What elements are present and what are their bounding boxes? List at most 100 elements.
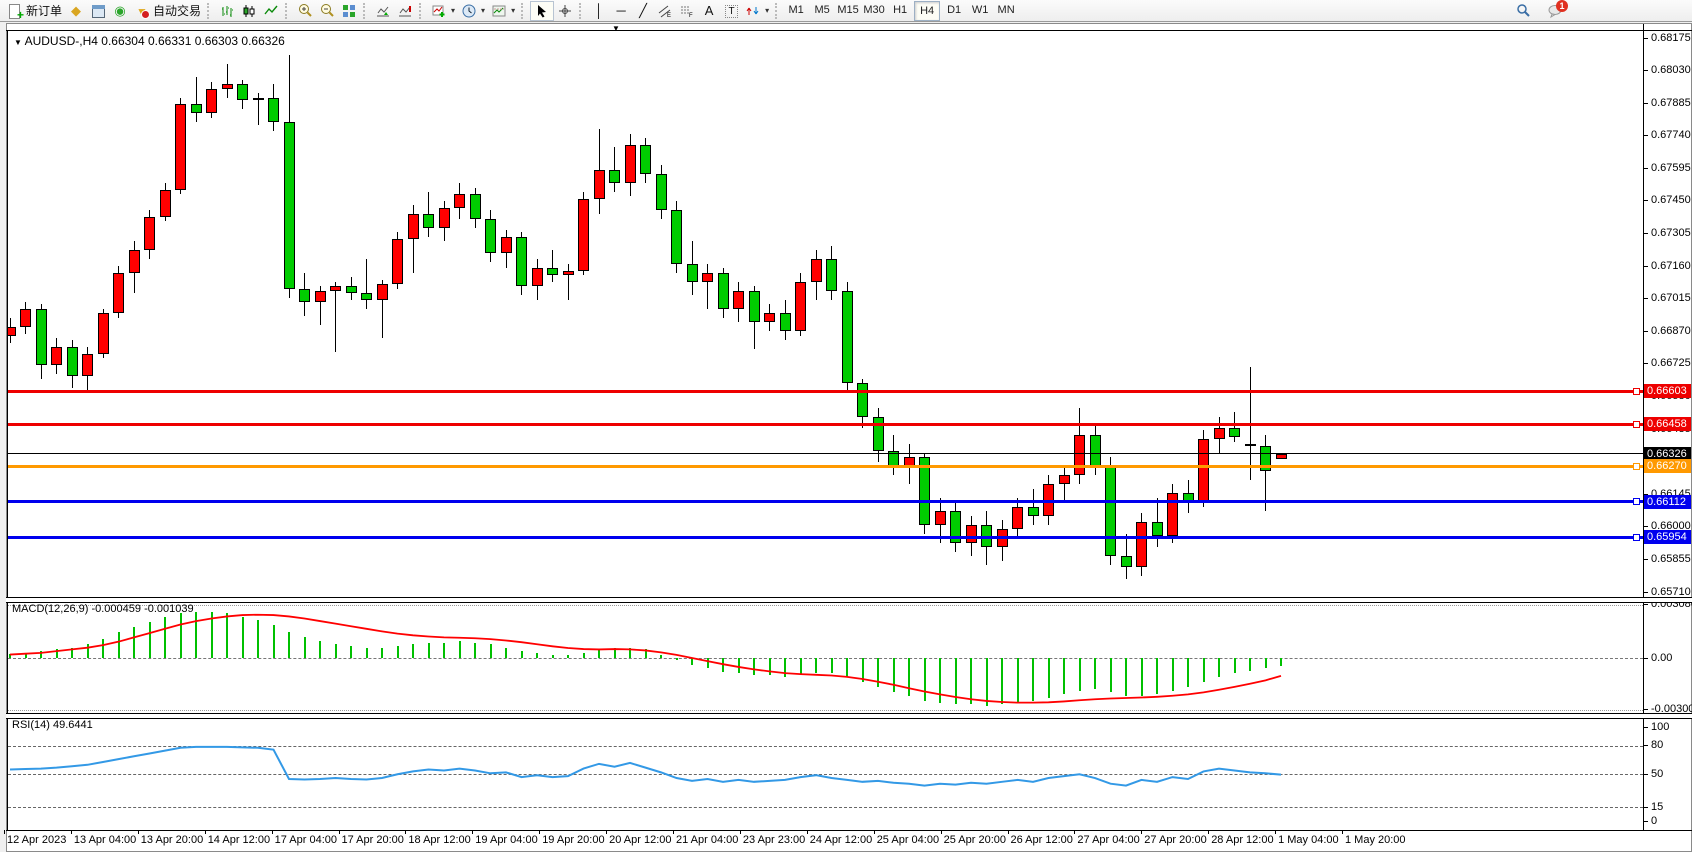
candle	[671, 209, 682, 264]
timeframe-button-m1[interactable]: M1	[788, 3, 804, 16]
fibonacci-button[interactable]: F	[676, 1, 698, 21]
line-handle[interactable]	[1633, 420, 1640, 428]
macd-histogram-bar	[706, 658, 709, 669]
macd-histogram-bar	[970, 658, 972, 705]
price-tick	[1643, 330, 1648, 332]
candlestick-chart-button[interactable]	[238, 1, 260, 21]
candle	[330, 286, 341, 291]
new-order-button[interactable]: + 新订单	[4, 1, 65, 22]
price-tag[interactable]: 0.66270	[1644, 459, 1691, 474]
horizontal-level-line[interactable]	[8, 422, 1643, 426]
line-chart-button[interactable]	[260, 1, 282, 21]
horizontal-line-button[interactable]: ─	[610, 1, 632, 21]
candle-wick	[226, 63, 228, 98]
zoom-in-button[interactable]	[294, 1, 316, 21]
fibonacci-icon: F	[681, 6, 693, 19]
rsi-panel-splitter[interactable]	[6, 713, 1692, 719]
time-tick	[204, 830, 206, 834]
navigator-button[interactable]	[87, 1, 109, 21]
bar-chart-icon	[222, 5, 234, 17]
indicators-icon	[432, 5, 445, 17]
macd-histogram-bar	[784, 658, 786, 677]
time-label: 19 Apr 20:00	[542, 834, 605, 846]
line-handle[interactable]	[1633, 462, 1640, 470]
indicators-button[interactable]: ▾	[428, 1, 458, 21]
rsi-panel[interactable]	[8, 717, 1643, 829]
tile-windows-button[interactable]	[338, 1, 360, 21]
auto-scroll-button[interactable]	[372, 1, 394, 21]
price-tag[interactable]: 0.65954	[1644, 530, 1691, 545]
chat-button[interactable]: 1	[1544, 0, 1568, 21]
candle	[314, 290, 326, 303]
macd-panel[interactable]	[8, 601, 1643, 713]
horizontal-level-line[interactable]	[8, 464, 1643, 468]
horizontal-level-line[interactable]	[8, 500, 1643, 504]
macd-histogram-bar	[117, 632, 120, 658]
horizontal-level-line[interactable]	[8, 389, 1643, 393]
horizontal-level-line[interactable]	[8, 453, 1643, 455]
price-tag[interactable]: 0.66112	[1644, 494, 1691, 509]
price-tag[interactable]: 0.66603	[1644, 384, 1691, 399]
candle	[547, 268, 558, 276]
chart-dropdown-icon[interactable]: ▼	[14, 38, 22, 47]
candle	[950, 511, 961, 543]
macd-histogram-bar	[613, 647, 616, 658]
search-button[interactable]	[1512, 1, 1534, 21]
time-label: 21 Apr 04:00	[676, 834, 739, 846]
timeframe-button-mn[interactable]: MN	[997, 3, 1015, 16]
timeframe-button-h4[interactable]: H4	[914, 0, 941, 21]
timeframe-button-h1[interactable]: H1	[893, 3, 908, 16]
line-handle[interactable]	[1633, 498, 1640, 506]
timeframe-button-w1[interactable]: W1	[971, 3, 989, 16]
vertical-line-button[interactable]: │	[588, 1, 610, 21]
toolbar-grip	[775, 2, 781, 19]
candle	[919, 457, 930, 525]
candle	[283, 122, 295, 289]
toolbar-grip	[207, 2, 213, 19]
macd-histogram-bar	[350, 645, 352, 658]
periods-button[interactable]: ▾	[458, 1, 488, 21]
market-watch-button[interactable]: ◆	[65, 1, 87, 21]
chart-shift-button[interactable]	[394, 1, 416, 21]
clock-icon	[462, 4, 476, 17]
horizontal-level-line[interactable]	[8, 535, 1643, 539]
autotrading-button[interactable]: ▼ 自动交易	[131, 1, 204, 21]
macd-histogram-bar	[288, 632, 290, 658]
candle	[1229, 428, 1240, 438]
channel-button[interactable]: E	[654, 1, 676, 21]
macd-panel-splitter[interactable]	[6, 597, 1692, 603]
channel-icon: E	[658, 5, 671, 19]
line-handle[interactable]	[1633, 387, 1640, 395]
time-tick	[1074, 830, 1076, 834]
candle	[82, 353, 93, 377]
zoom-out-icon	[321, 3, 334, 17]
timeframe-button-m15[interactable]: M15	[837, 3, 859, 16]
price-tick-label: 0.67740	[1651, 129, 1691, 142]
price-tick	[1643, 135, 1648, 137]
price-tick	[1643, 559, 1648, 561]
bar-chart-button[interactable]	[216, 1, 238, 21]
plot-left-border	[7, 30, 8, 831]
rsi-tick-label: 80	[1651, 739, 1664, 752]
crosshair-button[interactable]	[554, 1, 576, 21]
zoom-out-button[interactable]	[316, 1, 338, 21]
timeframe-button-m30[interactable]: M30	[863, 3, 885, 16]
timeframe-button-m5[interactable]: M5	[814, 3, 830, 16]
macd-histogram-bar	[303, 637, 306, 658]
signals-button[interactable]: ◉	[109, 1, 131, 21]
trendline-button[interactable]: ╱	[632, 1, 654, 21]
candle-wick	[335, 281, 336, 352]
timeframe-button-d1[interactable]: D1	[947, 3, 962, 16]
rsi-level-15	[8, 807, 1643, 809]
price-tag[interactable]: 0.66326	[1644, 446, 1691, 461]
text-label-button[interactable]: T	[720, 1, 742, 21]
chart-shift-marker[interactable]: ▼	[612, 24, 620, 33]
templates-button[interactable]: ▾	[488, 1, 518, 21]
line-handle[interactable]	[1633, 533, 1640, 541]
main-chart-plot[interactable]	[8, 31, 1643, 597]
arrows-button[interactable]: ▾	[742, 1, 772, 21]
price-tag[interactable]: 0.66458	[1644, 417, 1691, 432]
text-button[interactable]: A	[698, 1, 720, 21]
cursor-button[interactable]	[530, 0, 555, 21]
macd-histogram-bar	[412, 644, 414, 658]
